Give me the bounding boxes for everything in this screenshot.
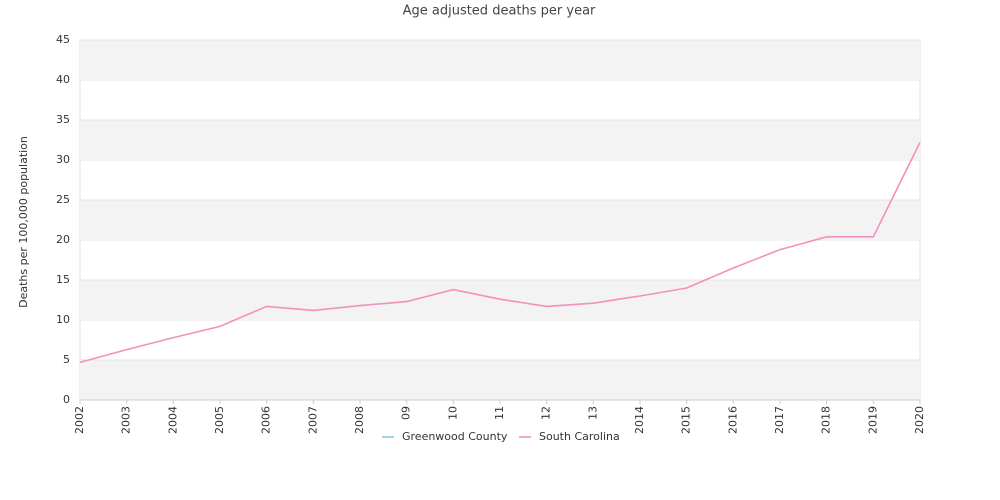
y-tick-label: 25 [56, 193, 70, 206]
y-tick-label: 35 [56, 113, 70, 126]
chart-title: Age adjusted deaths per year [403, 4, 596, 19]
x-tick-label: 12 [540, 406, 553, 420]
y-tick-label: 15 [56, 273, 70, 286]
y-tick-label: 10 [56, 313, 70, 326]
legend-label: South Carolina [539, 430, 620, 443]
x-tick-label: 2002 [73, 406, 86, 434]
x-tick-label: 2017 [773, 406, 786, 434]
grid-band [80, 40, 920, 80]
x-tick-label: 10 [446, 406, 459, 420]
x-tick-label: 2014 [633, 406, 646, 434]
x-tick-label: 2016 [726, 406, 739, 434]
y-axis-label: Deaths per 100,000 population [17, 136, 30, 308]
x-tick-label: 2007 [306, 406, 319, 434]
y-tick-label: 5 [63, 353, 70, 366]
series-line [79, 142, 921, 364]
x-tick-label: 2008 [353, 406, 366, 434]
y-tick-label: 45 [56, 33, 70, 46]
x-tick-label: 09 [400, 406, 413, 420]
grid-band [80, 360, 920, 400]
y-tick-label: 0 [63, 393, 70, 406]
x-tick-label: 2005 [213, 406, 226, 434]
x-tick-label: 11 [493, 406, 506, 420]
grid-band [80, 200, 920, 240]
x-tick-label: 2020 [913, 406, 926, 434]
x-tick-label: 2015 [680, 406, 693, 434]
x-tick-label: 2004 [166, 406, 179, 434]
x-tick-label: 2006 [260, 406, 273, 434]
y-tick-label: 20 [56, 233, 70, 246]
x-tick-label: 2003 [120, 406, 133, 434]
legend-label: Greenwood County [402, 430, 508, 443]
x-tick-label: 2018 [820, 406, 833, 434]
x-tick-label: 13 [586, 406, 599, 420]
x-tick-label: 2019 [866, 406, 879, 434]
y-tick-label: 30 [56, 153, 70, 166]
grid-band [80, 120, 920, 160]
y-tick-label: 40 [56, 73, 70, 86]
